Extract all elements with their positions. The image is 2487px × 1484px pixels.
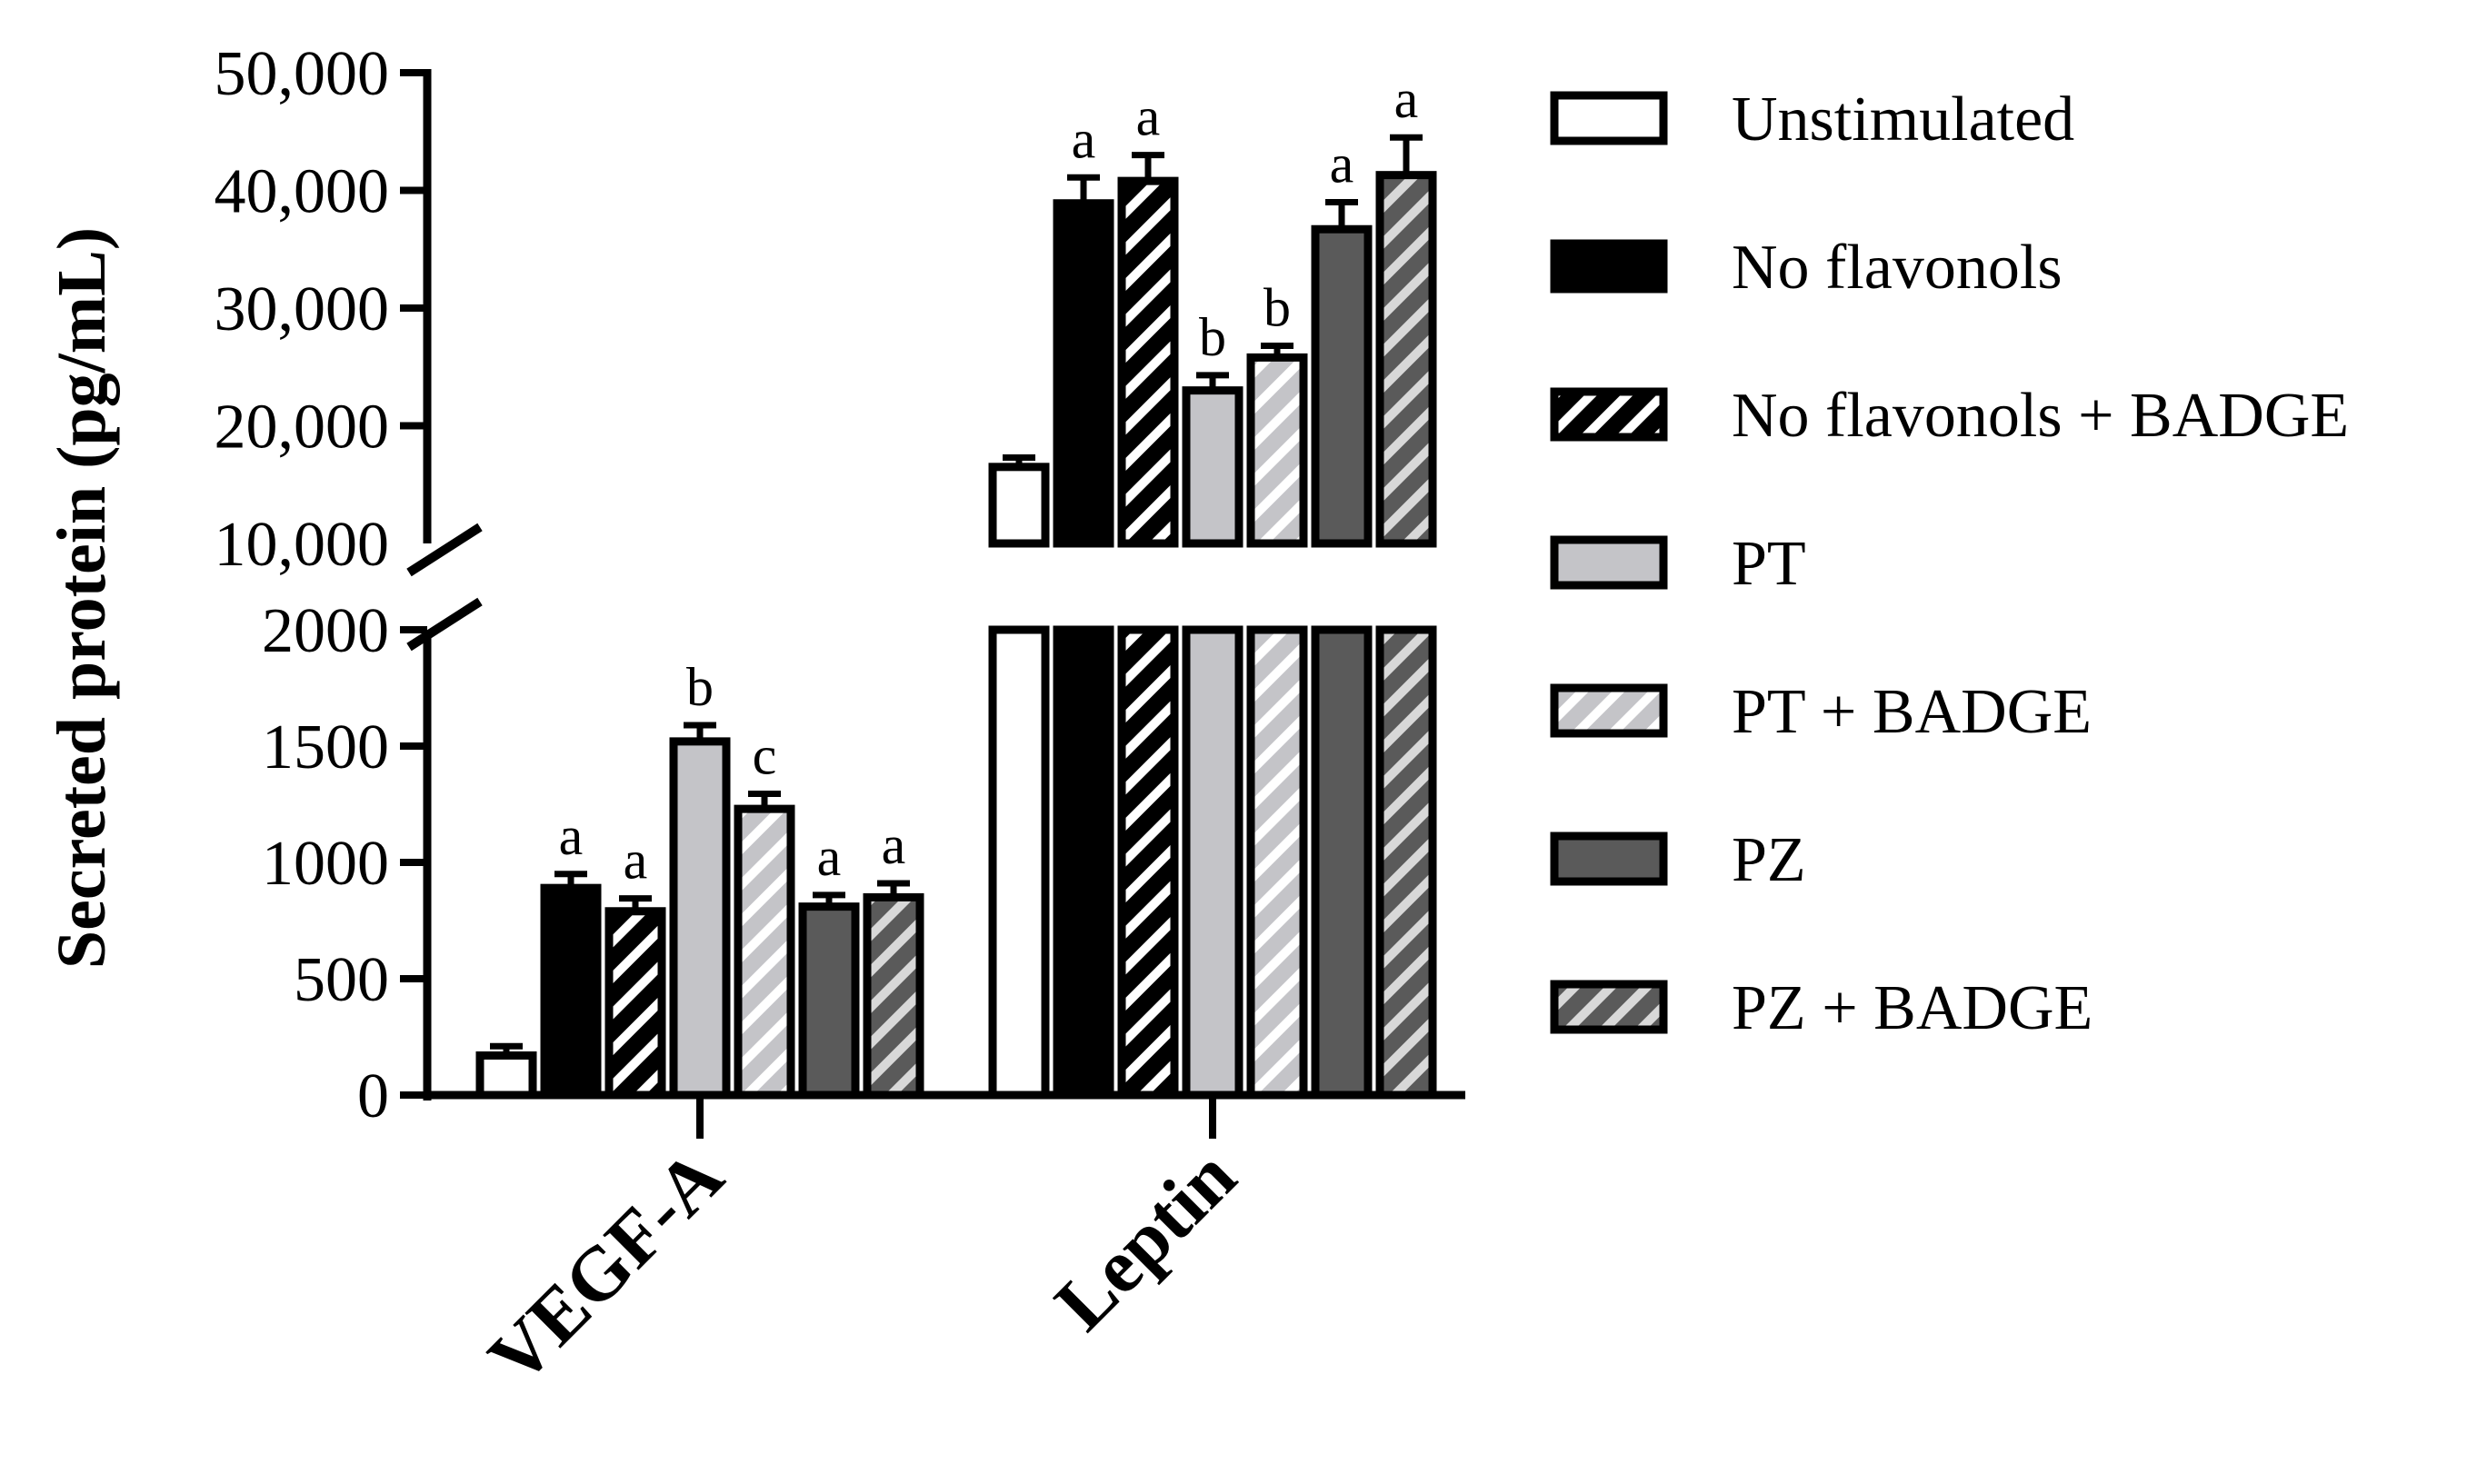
- plot-area: 0 500 1000 1500 2000 10,000 20,000 30,000 40,000…: [215, 39, 1465, 1400]
- y-tick-label: 40,000: [215, 157, 390, 227]
- significance-label: b: [1199, 307, 1226, 367]
- axis-break-mark-lower: [406, 597, 483, 652]
- legend-label: PT + BADGE: [1732, 677, 2092, 747]
- x-category-label: Leptin: [1039, 1134, 1252, 1347]
- significance-label: a: [1072, 109, 1096, 169]
- legend-label: No flavonols + BADGE: [1732, 381, 2349, 451]
- y-tick-label: 50,000: [215, 39, 390, 109]
- bar: [798, 902, 860, 1100]
- bar: [863, 892, 924, 1100]
- y-tick-label: 1000: [262, 829, 389, 899]
- significance-label: a: [817, 827, 842, 887]
- legend-label: No flavonols: [1732, 233, 2063, 303]
- y-tick-label: 10,000: [215, 510, 390, 580]
- significance-label: a: [624, 831, 648, 891]
- bar: [1311, 224, 1373, 548]
- y-tick-label: 20,000: [215, 393, 390, 463]
- bar-lower-part: [1246, 625, 1308, 1100]
- y-tick-label: 500: [294, 945, 389, 1015]
- significance-label: b: [686, 657, 714, 717]
- legend-swatch: [1550, 980, 1668, 1034]
- bar: [475, 1051, 537, 1100]
- y-tick-label: 0: [357, 1061, 389, 1131]
- significance-label: a: [1394, 69, 1419, 129]
- significance-label: a: [559, 806, 584, 866]
- significance-label: b: [1263, 277, 1291, 337]
- legend-swatch: [1550, 832, 1668, 886]
- legend-swatch: [1550, 91, 1668, 145]
- legend-swatch: [1550, 239, 1668, 294]
- legend-label: PZ: [1732, 825, 1806, 895]
- bar: [1117, 176, 1179, 548]
- legend-swatch: [1550, 683, 1668, 738]
- significance-label: a: [882, 815, 906, 875]
- significance-label: a: [1136, 87, 1161, 147]
- y-tick-label: 30,000: [215, 274, 390, 344]
- significance-label: c: [753, 725, 777, 785]
- legend-swatch: [1550, 387, 1668, 442]
- bar: [1182, 386, 1244, 548]
- bar: [988, 463, 1050, 548]
- bar: [1375, 171, 1437, 548]
- bar-lower-part: [1375, 625, 1437, 1100]
- bar: [1053, 199, 1114, 548]
- bar: [669, 737, 731, 1100]
- bar-lower-part: [1311, 625, 1373, 1100]
- legend-label: PZ + BADGE: [1732, 973, 2092, 1043]
- bar-lower-part: [988, 625, 1050, 1100]
- legend-label: PT: [1732, 529, 1806, 599]
- bar-lower-part: [1117, 625, 1179, 1100]
- legend: Unstimulated No flavonols No flavonols + B…: [1550, 85, 2349, 1043]
- bar: [1246, 353, 1308, 548]
- legend-label: Unstimulated: [1732, 85, 2074, 154]
- bar: [604, 907, 666, 1100]
- significance-label: a: [1330, 134, 1354, 194]
- axis-break-mark-upper: [406, 523, 483, 577]
- bar: [734, 804, 795, 1100]
- bar-lower-part: [1182, 625, 1244, 1100]
- y-tick-label: 1500: [262, 712, 389, 782]
- bar: [540, 883, 602, 1100]
- legend-swatch: [1550, 535, 1668, 590]
- x-category-label: VEGF-A: [473, 1133, 740, 1400]
- bar-lower-part: [1053, 625, 1114, 1100]
- y-tick-label: 2000: [262, 596, 389, 666]
- y-axis-label: Secreted protein (pg/mL): [44, 227, 120, 969]
